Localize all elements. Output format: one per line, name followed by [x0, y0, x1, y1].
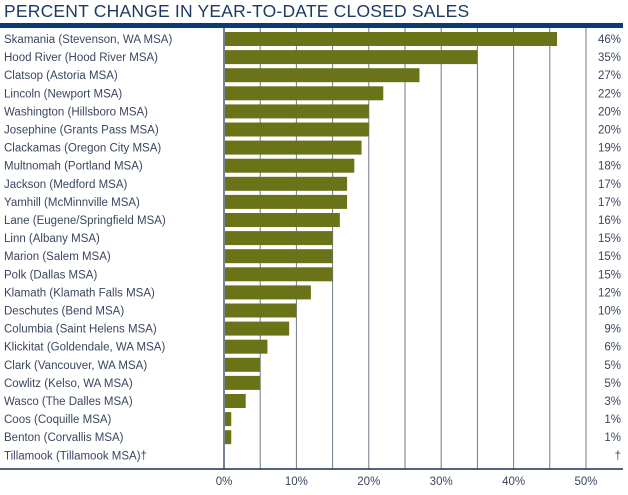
category-label: Marion (Salem MSA) — [4, 251, 111, 263]
bars — [225, 32, 558, 445]
value-label: 15% — [598, 269, 621, 281]
value-label: 5% — [604, 378, 621, 390]
x-tick-label: 30% — [430, 476, 453, 488]
value-label: 15% — [598, 233, 621, 245]
bar — [225, 339, 268, 354]
value-label: 1% — [604, 432, 621, 444]
bar — [225, 86, 384, 101]
bar — [225, 32, 558, 46]
category-label: Linn (Albany MSA) — [4, 233, 100, 245]
bar — [225, 394, 246, 408]
bar — [225, 140, 362, 155]
value-label: 15% — [598, 251, 621, 263]
value-label: 46% — [598, 34, 621, 46]
value-label: 3% — [604, 396, 621, 408]
category-label: Polk (Dallas MSA) — [4, 269, 97, 281]
category-label: Washington (Hillsboro MSA) — [4, 106, 148, 118]
chart-title: PERCENT CHANGE IN YEAR-TO-DATE CLOSED SA… — [4, 1, 470, 21]
bar — [225, 158, 355, 173]
value-label: 17% — [598, 197, 621, 209]
value-label: 6% — [604, 342, 621, 354]
value-label: † — [615, 450, 621, 462]
bar — [225, 213, 340, 227]
category-label: Multnomah (Portland MSA) — [4, 161, 143, 173]
category-label: Tillamook (Tillamook MSA)† — [4, 450, 147, 462]
category-labels: Skamania (Stevenson, WA MSA) Hood River (… — [4, 34, 172, 462]
category-label: Jackson (Medford MSA) — [4, 179, 128, 191]
value-label: 18% — [598, 161, 621, 173]
x-tick-label: 20% — [357, 476, 380, 488]
value-label: 27% — [598, 70, 621, 82]
value-label: 1% — [604, 414, 621, 426]
bar — [225, 412, 232, 427]
category-label: Josephine (Grants Pass MSA) — [4, 125, 159, 137]
category-label: Hood River (Hood River MSA) — [4, 52, 158, 64]
x-tick-label: 10% — [285, 476, 308, 488]
title-rule — [0, 23, 623, 28]
bar — [225, 285, 311, 300]
bar — [225, 249, 333, 264]
value-labels: 46% 35% 27% 22% 20% 20% 19% 18% 17% 17% 16% 15% 15% 1… — [598, 34, 621, 462]
value-label: 19% — [598, 143, 621, 155]
bar — [225, 104, 369, 119]
bar — [225, 267, 333, 282]
gridlines — [223, 28, 587, 469]
bar — [225, 357, 261, 372]
value-label: 20% — [598, 125, 621, 137]
value-label: 12% — [598, 287, 621, 299]
value-label: 9% — [604, 324, 621, 336]
category-label: Clackamas (Oregon City MSA) — [4, 143, 161, 155]
bar — [225, 321, 290, 336]
value-label: 17% — [598, 179, 621, 191]
category-label: Clark (Vancouver, WA MSA) — [4, 360, 147, 372]
bar — [225, 122, 369, 137]
x-tick-label: 40% — [502, 476, 525, 488]
category-label: Columbia (Saint Helens MSA) — [4, 324, 157, 336]
category-label: Benton (Corvallis MSA) — [4, 432, 124, 444]
category-label: Lincoln (Newport MSA) — [4, 88, 122, 100]
category-label: Clatsop (Astoria MSA) — [4, 70, 118, 82]
value-label: 10% — [598, 306, 621, 318]
bar — [225, 303, 297, 318]
x-axis: 0% 10% 20% 30% 40% 50% — [0, 468, 623, 488]
value-label: 5% — [604, 360, 621, 372]
category-label: Klickitat (Goldendale, WA MSA) — [4, 342, 165, 354]
category-label: Cowlitz (Kelso, WA MSA) — [4, 378, 133, 390]
value-label: 20% — [598, 106, 621, 118]
bar — [225, 194, 348, 209]
category-label: Yamhill (McMinnville MSA) — [4, 197, 140, 209]
value-label: 16% — [598, 215, 621, 227]
bar — [225, 176, 348, 191]
bar — [225, 50, 478, 65]
category-label: Deschutes (Bend MSA) — [4, 306, 124, 318]
x-tick-label: 50% — [574, 476, 597, 488]
category-label: Skamania (Stevenson, WA MSA) — [4, 34, 172, 46]
bar — [225, 231, 333, 246]
bar — [225, 68, 420, 83]
bar — [225, 430, 232, 445]
category-label: Klamath (Klamath Falls MSA) — [4, 287, 155, 299]
category-label: Coos (Coquille MSA) — [4, 414, 112, 426]
category-label: Wasco (The Dalles MSA) — [4, 396, 133, 408]
value-label: 22% — [598, 88, 621, 100]
value-label: 35% — [598, 52, 621, 64]
category-label: Lane (Eugene/Springfield MSA) — [4, 215, 166, 227]
bar — [225, 375, 261, 390]
x-tick-label: 0% — [216, 476, 233, 488]
